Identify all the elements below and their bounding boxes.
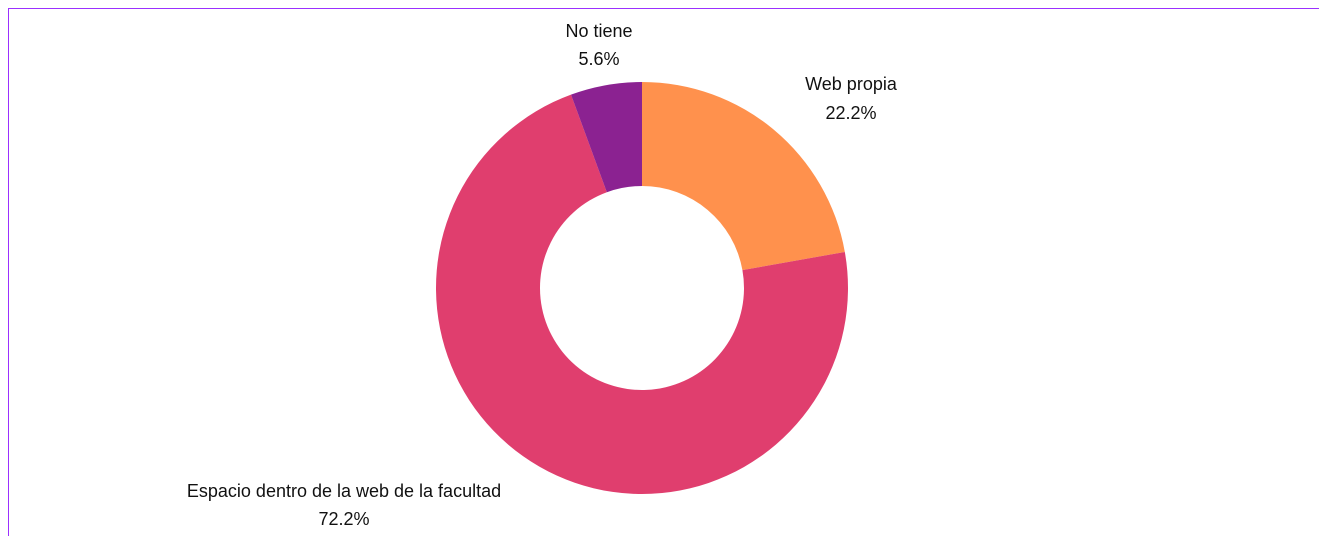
slices-group — [436, 82, 848, 495]
slice-web-propia — [642, 82, 845, 271]
slice-label-no-tiene: No tiene — [565, 21, 632, 41]
slice-no-tiene — [571, 82, 642, 193]
slice-value-web-propia: 22.2% — [825, 103, 876, 123]
labels-group: Web propia 22.2% Espacio dentro de la we… — [187, 21, 898, 529]
slice-espacio-dentro-de-la-web-de-la-facultad — [436, 94, 848, 495]
slice-label-web-propia: Web propia — [805, 74, 898, 94]
chart-frame — [8, 8, 1319, 536]
slice-label-espacio-facultad: Espacio dentro de la web de la facultad — [187, 481, 501, 501]
slice-value-espacio-facultad: 72.2% — [318, 509, 369, 529]
slice-value-no-tiene: 5.6% — [578, 49, 619, 69]
